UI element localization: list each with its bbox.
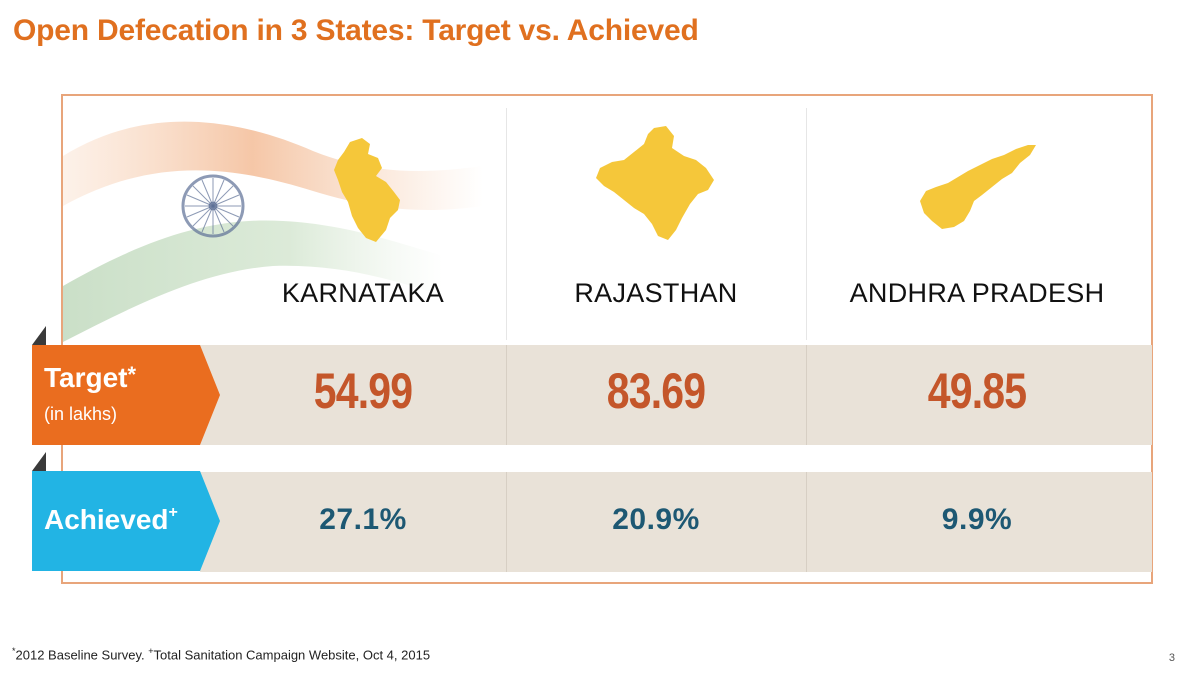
footnote-source-1: 2012 Baseline Survey. bbox=[15, 647, 145, 663]
andhra-pradesh-map-icon bbox=[920, 145, 1036, 229]
target-value-andhra-pradesh: 49.85 bbox=[927, 363, 1027, 419]
row-divider bbox=[806, 472, 807, 572]
achieved-value-karnataka: 27.1% bbox=[319, 503, 407, 536]
row-divider bbox=[506, 345, 507, 445]
achieved-value-andhra-pradesh: 9.9% bbox=[941, 503, 1013, 536]
row-divider bbox=[806, 345, 807, 445]
footnote-asterisk: * bbox=[12, 646, 16, 656]
column-divider bbox=[506, 108, 507, 340]
achieved-row-band bbox=[200, 472, 1152, 572]
state-name-rajasthan: RAJASTHAN bbox=[574, 278, 738, 308]
achieved-plus: + bbox=[168, 504, 178, 521]
achieved-row-label: Achieved+ bbox=[32, 452, 222, 572]
state-name-karnataka: KARNATAKA bbox=[281, 278, 445, 308]
achieved-value-rajasthan: 20.9% bbox=[612, 503, 700, 536]
target-row-label: Target* (in lakhs) bbox=[32, 326, 222, 446]
target-value-karnataka: 54.99 bbox=[313, 363, 413, 419]
footnote-plus: + bbox=[148, 646, 154, 656]
page-number: 3 bbox=[1168, 652, 1175, 664]
target-unit: (in lakhs) bbox=[44, 404, 118, 424]
footnote: *2012 Baseline Survey. +Total Sanitation… bbox=[12, 646, 430, 662]
achieved-label: Achieved bbox=[44, 504, 169, 535]
karnataka-map-icon bbox=[334, 138, 400, 242]
row-divider bbox=[506, 472, 507, 572]
table-frame bbox=[61, 94, 1153, 584]
state-name-andhra-pradesh: ANDHRA PRADESH bbox=[849, 278, 1105, 308]
rajasthan-map-icon bbox=[596, 126, 714, 240]
footnote-source-2: Total Sanitation Campaign Website, Oct 4… bbox=[153, 647, 431, 663]
target-label: Target bbox=[44, 362, 128, 393]
column-divider bbox=[806, 108, 807, 340]
target-row-band bbox=[200, 345, 1152, 445]
target-asterisk: * bbox=[127, 362, 137, 387]
page-title: Open Defecation in 3 States: Target vs. … bbox=[13, 14, 699, 47]
target-value-rajasthan: 83.69 bbox=[606, 363, 706, 419]
